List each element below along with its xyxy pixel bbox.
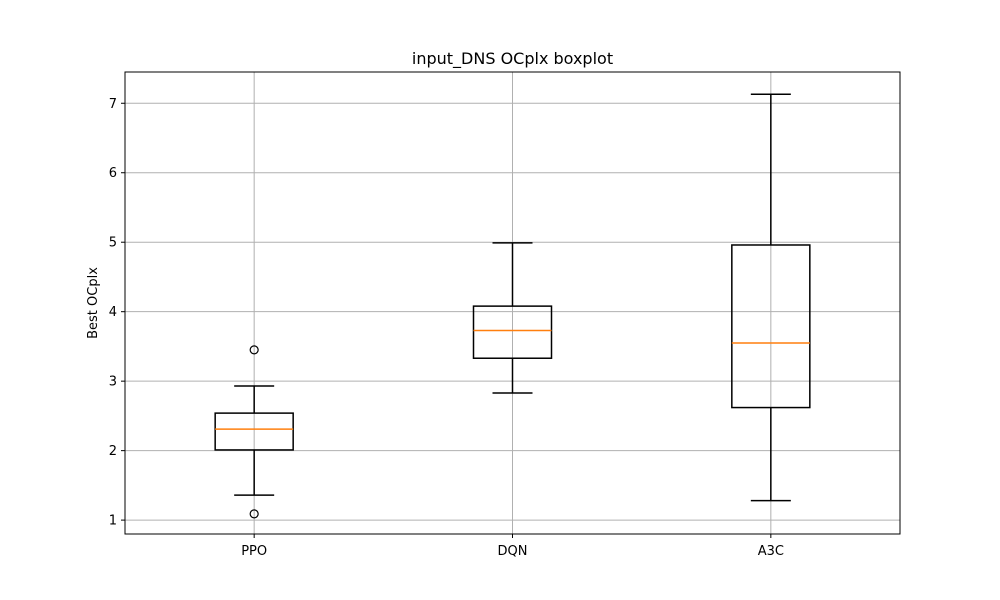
y-tick-label: 7 [109, 97, 117, 112]
x-tick-label: PPO [241, 544, 267, 559]
box-dqn [472, 242, 553, 394]
iqr-box [472, 305, 553, 359]
y-tick-label: 1 [109, 514, 117, 529]
y-tick-label: 3 [109, 375, 117, 390]
y-tick-label: 4 [109, 305, 117, 320]
y-tick-label: 5 [109, 236, 117, 251]
y-axis-ticks: 1 2 3 4 5 6 7 [109, 97, 125, 529]
y-axis-label: Best OCplx [86, 267, 101, 339]
y-tick-label: 6 [109, 166, 117, 181]
y-tick-label: 2 [109, 444, 117, 459]
x-tick-label: A3C [758, 544, 784, 559]
x-axis-ticks: PPO DQN A3C [241, 534, 784, 559]
outlier-point [249, 509, 259, 519]
x-tick-label: DQN [498, 544, 528, 559]
outlier-point [249, 345, 259, 355]
box-a3c [731, 93, 811, 502]
chart-title: input_DNS OCplx boxplot [412, 49, 613, 69]
boxes [214, 93, 811, 519]
iqr-box [731, 244, 811, 409]
box-ppo [214, 345, 294, 519]
iqr-box [214, 412, 294, 451]
